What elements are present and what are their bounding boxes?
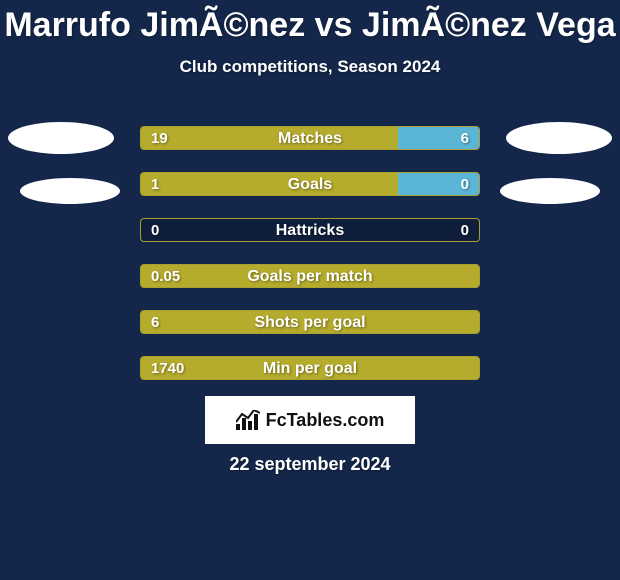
player-left-avatar-2 xyxy=(20,178,120,204)
stat-label: Min per goal xyxy=(141,357,479,380)
date-text: 22 september 2024 xyxy=(0,454,620,475)
stat-label: Goals xyxy=(141,173,479,196)
stat-value-right: 6 xyxy=(461,127,469,150)
stat-row: 0Hattricks0 xyxy=(140,218,480,242)
stat-label: Shots per goal xyxy=(141,311,479,334)
branding-text: FcTables.com xyxy=(266,410,385,431)
comparison-infographic: Marrufo JimÃ©nez vs JimÃ©nez Vega Club c… xyxy=(0,0,620,580)
stat-row: 19Matches6 xyxy=(140,126,480,150)
stat-value-right: 0 xyxy=(461,173,469,196)
stat-row: 0.05Goals per match xyxy=(140,264,480,288)
stat-label: Goals per match xyxy=(141,265,479,288)
branding-badge: FcTables.com xyxy=(205,396,415,444)
stat-row: 1740Min per goal xyxy=(140,356,480,380)
comparison-rows: 19Matches61Goals00Hattricks00.05Goals pe… xyxy=(140,126,480,386)
stat-row: 6Shots per goal xyxy=(140,310,480,334)
player-right-avatar-1 xyxy=(506,122,612,154)
stat-label: Matches xyxy=(141,127,479,150)
stat-value-right: 0 xyxy=(461,219,469,242)
stat-label: Hattricks xyxy=(141,219,479,242)
player-left-avatar-1 xyxy=(8,122,114,154)
stat-row: 1Goals0 xyxy=(140,172,480,196)
subtitle: Club competitions, Season 2024 xyxy=(0,57,620,77)
chart-icon xyxy=(236,410,260,430)
page-title: Marrufo JimÃ©nez vs JimÃ©nez Vega xyxy=(0,0,620,45)
player-right-avatar-2 xyxy=(500,178,600,204)
